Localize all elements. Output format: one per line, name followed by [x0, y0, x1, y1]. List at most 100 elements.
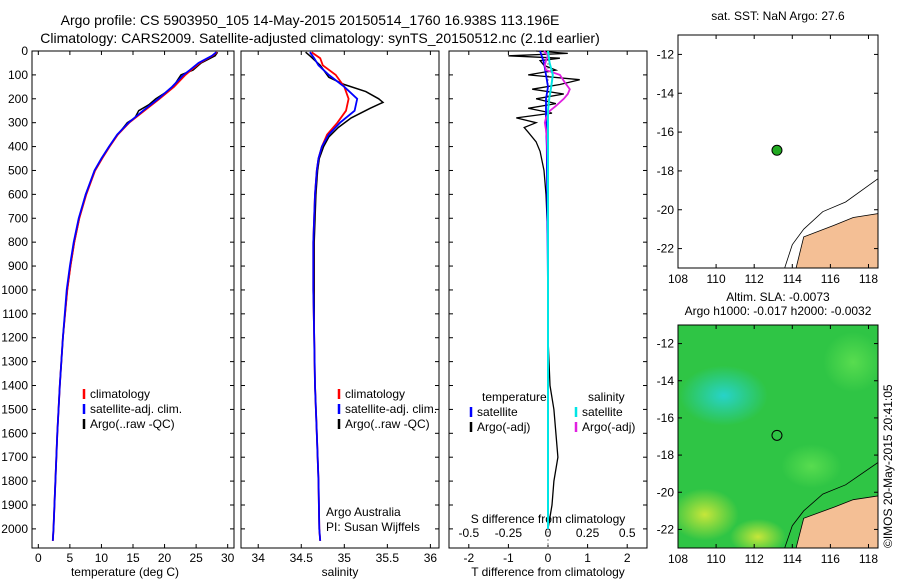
depth-tick-label: 200 — [8, 92, 28, 106]
diff-legend-temperature-header: temperature — [482, 390, 547, 404]
salinity-diff-tick-label: -0.5 — [458, 526, 479, 540]
altimetry-title-heights: Argo h1000: -0.017 h2000: -0.0032 — [685, 304, 872, 318]
depth-tick-label: 1300 — [1, 355, 28, 369]
sst-argo-marker — [771, 144, 783, 156]
altimetry-lat-tick-label: -16 — [657, 411, 675, 425]
altimetry-title-sla: Altim. SLA: -0.0073 — [726, 290, 830, 304]
altimetry-low-anomaly — [678, 488, 739, 541]
temperature-climatology-line — [51, 51, 218, 541]
sst-lon-tick-label: 110 — [707, 272, 726, 286]
depth-tick-label: 1900 — [1, 498, 28, 512]
difference-axis-tick-label: 2 — [624, 551, 631, 565]
temperature-axis-tick-label: 15 — [126, 551, 140, 565]
altimetry-lon-tick-label: 112 — [745, 552, 764, 566]
sst-lat-tick-label: -14 — [657, 86, 675, 100]
altimetry-coastline-land — [795, 495, 878, 548]
sst-lat-tick-label: -12 — [657, 47, 675, 61]
salinity-diff-tick-label: 0.25 — [576, 526, 600, 540]
depth-tick-label: 400 — [8, 140, 28, 154]
sst-lat-tick-label: -18 — [657, 164, 675, 178]
salinity-legend-label: Argo(..raw -QC) — [345, 417, 430, 431]
depth-tick-label: 1200 — [1, 331, 28, 345]
altimetry-lat-tick-label: -18 — [657, 448, 675, 462]
altimetry-lon-tick-label: 118 — [859, 552, 878, 566]
difference-axis-tick-label: -1 — [503, 551, 514, 565]
salinity-legend-label: satellite-adj. clim. — [345, 402, 437, 416]
altimetry-map-frame — [677, 324, 879, 549]
altimetry-mid-anomaly — [823, 332, 878, 393]
sst-lat-tick-label: -20 — [657, 203, 675, 217]
climatology-subtitle: Climatology: CARS2009. Satellite-adjuste… — [40, 30, 600, 46]
altimetry-lat-tick-label: -22 — [657, 522, 675, 536]
temperature-axis-tick-label: 30 — [221, 551, 235, 565]
depth-tick-label: 1700 — [1, 450, 28, 464]
temperature-axis-label: temperature (deg C) — [71, 565, 179, 579]
temperature-argo-line — [52, 51, 219, 541]
imos-credit: ©IMOS 20-May-2015 20:41:05 — [881, 384, 895, 548]
salinity-satellite-line — [309, 51, 359, 541]
sst-map-frame — [677, 34, 879, 269]
sst-bathymetry-contour — [784, 178, 879, 269]
salinity-diff-tick-label: -0.25 — [495, 526, 523, 540]
depth-tick-label: 0 — [21, 44, 28, 58]
depth-tick-label: 1000 — [1, 283, 28, 297]
depth-tick-label: 1600 — [1, 426, 28, 440]
altimetry-high-anomaly — [679, 365, 768, 426]
diff-legend-label: Argo(-adj) — [477, 420, 530, 434]
temperature-legend-label: climatology — [90, 387, 150, 401]
altimetry-mid-anomaly — [781, 444, 842, 489]
altimetry-lon-tick-label: 114 — [783, 552, 802, 566]
sdiff-satellite-line — [547, 50, 554, 529]
salinity-axis-tick-label: 35 — [338, 551, 352, 565]
salinity-axis-tick-label: 36 — [424, 551, 438, 565]
sst-lon-tick-label: 118 — [859, 272, 878, 286]
sst-lon-tick-label: 112 — [745, 272, 764, 286]
sst-map-title: sat. SST: NaN Argo: 27.6 — [711, 9, 845, 23]
altimetry-low-anomaly — [730, 518, 786, 548]
temperature-satellite-line — [51, 51, 217, 541]
altimetry-field — [678, 325, 878, 548]
depth-tick-label: 1100 — [2, 307, 28, 321]
panel-frame-1 — [31, 50, 235, 549]
salinity-diff-tick-label: 0.5 — [619, 526, 636, 540]
diff-legend-salinity-header: salinity — [588, 390, 625, 404]
sst-lon-tick-label: 108 — [668, 272, 688, 286]
sst-lon-tick-label: 114 — [783, 272, 802, 286]
altimetry-lon-tick-label: 116 — [821, 552, 840, 566]
temperature-legend-label: satellite-adj. clim. — [90, 402, 182, 416]
altimetry-lat-tick-label: -20 — [657, 485, 675, 499]
depth-tick-label: 700 — [8, 211, 28, 225]
salinity-axis-tick-label: 34.5 — [290, 551, 314, 565]
altimetry-lat-tick-label: -12 — [657, 337, 675, 351]
altimetry-argo-marker — [771, 429, 783, 441]
depth-tick-label: 1800 — [1, 474, 28, 488]
temperature-axis-tick-label: 10 — [95, 551, 109, 565]
temperature-axis-tick-label: 5 — [67, 551, 74, 565]
depth-tick-label: 600 — [8, 187, 28, 201]
temperature-axis-tick-label: 20 — [158, 551, 172, 565]
salinity-legend-label: climatology — [345, 387, 405, 401]
difference-axis-tick-label: -2 — [463, 551, 474, 565]
diff-legend-label: satellite — [477, 405, 518, 419]
depth-tick-label: 300 — [8, 116, 28, 130]
temperature-axis-tick-label: 25 — [189, 551, 203, 565]
difference-axis-tick-label: 0 — [545, 551, 552, 565]
diff-legend-label: satellite — [582, 405, 623, 419]
sst-lat-tick-label: -16 — [657, 125, 675, 139]
salinity-axis-label: salinity — [322, 565, 359, 579]
pi-name-label: PI: Susan Wijffels — [326, 520, 420, 534]
depth-tick-label: 100 — [8, 68, 28, 82]
altimetry-lon-tick-label: 108 — [668, 552, 688, 566]
temperature-diff-axis-label: T difference from climatology — [471, 565, 625, 579]
depth-tick-label: 900 — [8, 259, 28, 273]
temperature-legend-label: Argo(..raw -QC) — [90, 417, 175, 431]
depth-tick-label: 1400 — [1, 379, 28, 393]
altimetry-lat-tick-label: -14 — [657, 374, 675, 388]
difference-axis-tick-label: 1 — [584, 551, 591, 565]
sst-lat-tick-label: -22 — [657, 242, 675, 256]
depth-tick-label: 500 — [8, 163, 28, 177]
argo-australia-label: Argo Australia — [326, 505, 401, 519]
diff-legend-label: Argo(-adj) — [582, 420, 635, 434]
profile-title: Argo profile: CS 5903950_105 14-May-2015… — [60, 12, 560, 28]
